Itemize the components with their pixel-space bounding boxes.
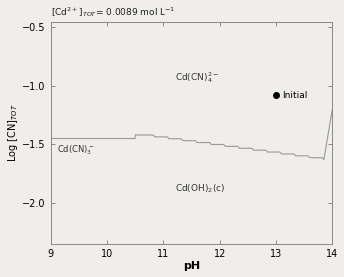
Y-axis label: Log [CN]$_{TOT}$: Log [CN]$_{TOT}$ [6, 103, 20, 162]
Text: Cd(CN)$_4^{2-}$: Cd(CN)$_4^{2-}$ [175, 70, 218, 84]
Text: $[\mathrm{Cd}^{2+}]_{TOT}$= 0.0089 mol L$^{-1}$: $[\mathrm{Cd}^{2+}]_{TOT}$= 0.0089 mol L… [51, 6, 175, 19]
Text: Cd(CN)$_3^-$: Cd(CN)$_3^-$ [57, 143, 95, 157]
X-axis label: pH: pH [183, 261, 200, 271]
Text: Initial: Initial [282, 91, 307, 100]
Text: Cd(OH)$_2$(c): Cd(OH)$_2$(c) [175, 182, 225, 195]
